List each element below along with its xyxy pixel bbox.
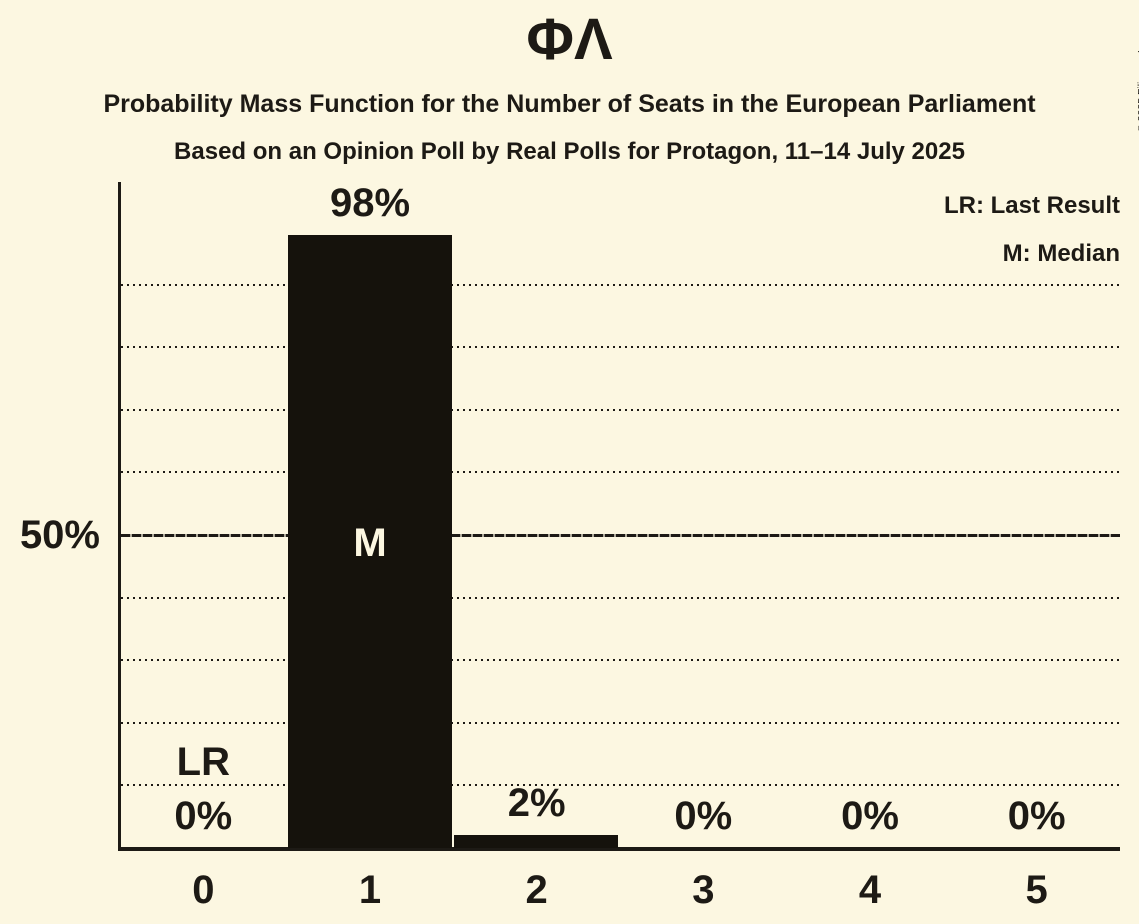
bar-seats-2 [454,835,619,848]
gridline-10pct [121,784,1120,787]
y-tick-label-50: 50% [19,513,100,557]
gridline-90pct [121,283,1120,286]
chart-title: ΦΛ [526,7,613,72]
value-label-seats-2: 2% [507,781,566,826]
gridline-80pct [121,346,1120,349]
x-axis-line [118,847,1120,851]
x-tick-label-3: 3 [692,868,715,912]
value-label-seats-3: 0% [674,794,733,838]
gridline-60pct [121,471,1120,474]
gridline-70pct [121,408,1120,411]
x-tick-label-5: 5 [1025,868,1048,912]
legend-last-result: LR: Last Result [943,192,1120,219]
legend-median: M: Median [1002,240,1120,267]
x-tick-label-2: 2 [525,868,548,912]
value-label-seats-0: 0% [174,794,233,838]
bar-seats-1 [287,234,452,848]
gridline-40pct [121,596,1120,599]
x-tick-label-0: 0 [192,868,215,912]
x-tick-label-4: 4 [858,868,882,912]
chart-poll-source: Based on an Opinion Poll by Real Polls f… [174,138,965,165]
value-label-seats-5: 0% [1007,794,1066,838]
chart-subtitle: Probability Mass Function for the Number… [103,90,1036,118]
value-label-seats-4: 0% [841,794,899,838]
legend: LR: Last Result M: Median [944,182,1120,278]
value-label-seats-1: 98% [329,180,411,225]
x-tick-label-1: 1 [358,868,382,912]
gridline-20pct [121,721,1120,724]
gridline-30pct [121,659,1120,662]
fifty-percent-line [121,533,1120,537]
last-result-marker: LR [176,740,230,784]
median-marker: M [353,521,387,565]
y-axis-line [118,182,121,850]
